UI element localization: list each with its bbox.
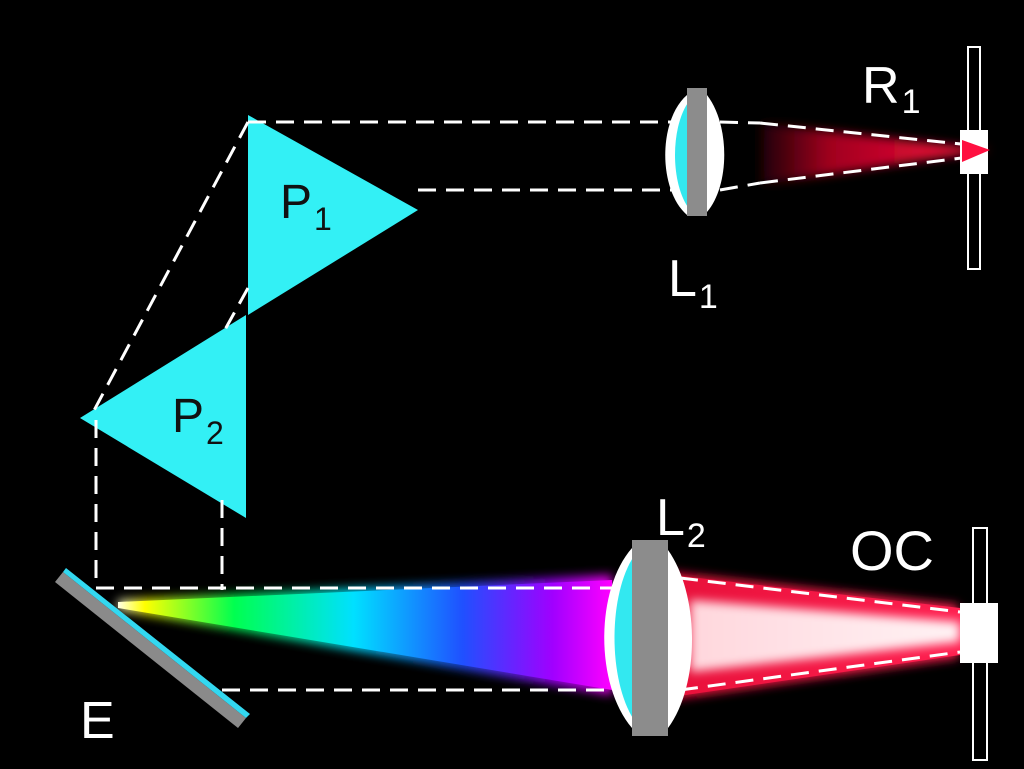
label-l2: L2 [656,489,706,555]
label-oc: OC [850,519,934,582]
label-l1: L1 [668,250,718,316]
output-red-beam [668,572,960,700]
lens-l1 [665,88,725,216]
label-e: E [80,692,115,750]
beam-path-dashes [88,120,971,692]
prism-p1 [248,115,418,315]
end-mirror-e [55,568,250,728]
spectral-beam [118,575,612,695]
output-coupler-oc [960,527,998,761]
mirror-r1 [960,46,990,270]
upper-red-beam [760,123,990,185]
prism-p2 [80,315,246,518]
label-p1: P1 [280,176,332,237]
lens-l2 [604,540,692,736]
label-p2: P2 [172,390,224,451]
label-r1: R1 [862,57,920,121]
